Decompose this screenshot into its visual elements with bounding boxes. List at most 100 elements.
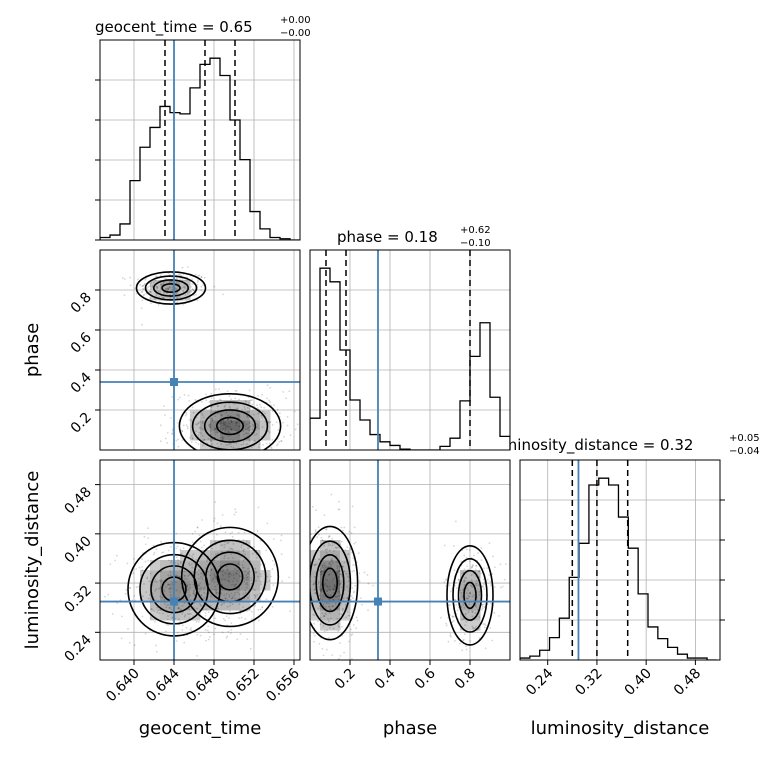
sample-point-geocent-time-phase <box>217 426 220 429</box>
sample-point-geocent-time-luminosity-distance <box>215 592 218 594</box>
sample-point-phase-luminosity-distance <box>461 595 463 597</box>
sample-point-phase-luminosity-distance <box>449 590 452 593</box>
sample-point-phase-luminosity-distance <box>321 564 324 567</box>
sample-point-geocent-time-luminosity-distance <box>245 610 248 613</box>
sample-point-geocent-time-luminosity-distance <box>190 563 193 566</box>
sample-point-phase-luminosity-distance <box>326 629 328 632</box>
sample-point-phase-luminosity-distance <box>461 666 463 668</box>
sample-point-geocent-time-phase <box>198 421 201 423</box>
sample-point-geocent-time-phase <box>154 279 157 282</box>
sample-point-geocent-time-phase <box>156 285 159 288</box>
sample-point-phase-luminosity-distance <box>305 540 307 542</box>
sample-point-geocent-time-phase <box>228 422 231 425</box>
sample-point-geocent-time-luminosity-distance <box>228 594 231 596</box>
density-cell-phase-luminosity-distance <box>470 610 481 621</box>
sample-point-phase-luminosity-distance <box>350 532 353 535</box>
density-cell-geocent-time-phase <box>200 410 211 421</box>
sample-point-geocent-time-phase <box>262 443 264 446</box>
sample-point-geocent-time-phase <box>171 288 174 291</box>
sample-point-phase-luminosity-distance <box>449 634 452 637</box>
sample-point-geocent-time-phase <box>245 400 248 403</box>
sample-point-geocent-time-luminosity-distance <box>214 540 216 543</box>
sample-point-phase-luminosity-distance <box>467 594 470 597</box>
sample-point-geocent-time-phase <box>185 413 188 416</box>
sample-point-geocent-time-luminosity-distance <box>154 620 156 623</box>
sample-point-geocent-time-phase <box>182 286 185 289</box>
sample-point-geocent-time-luminosity-distance <box>228 581 231 583</box>
sample-point-geocent-time-luminosity-distance <box>239 612 242 615</box>
density-cell-geocent-time-luminosity-distance <box>210 570 221 581</box>
sample-point-geocent-time-luminosity-distance <box>161 596 164 599</box>
sample-point-geocent-time-luminosity-distance <box>184 577 186 580</box>
sample-point-phase-luminosity-distance <box>356 619 359 622</box>
xtick-label-luminosity-distance-3: 0.48 <box>671 666 704 699</box>
density-cell-phase-luminosity-distance <box>460 610 471 621</box>
sample-point-geocent-time-phase <box>226 452 228 454</box>
sample-point-geocent-time-phase <box>210 440 212 443</box>
density-cell-geocent-time-phase <box>210 410 221 421</box>
sample-point-geocent-time-luminosity-distance <box>238 617 241 619</box>
sample-point-geocent-time-phase <box>197 443 200 445</box>
sample-point-geocent-time-luminosity-distance <box>244 618 247 620</box>
density-cell-phase-luminosity-distance <box>470 620 481 631</box>
sample-point-geocent-time-luminosity-distance <box>243 531 246 534</box>
sample-point-phase-luminosity-distance <box>340 573 343 576</box>
sample-point-geocent-time-luminosity-distance <box>194 530 197 533</box>
density-cell-geocent-time-phase <box>230 430 241 441</box>
xtick-label-phase-0: 0.2 <box>332 666 359 693</box>
sample-point-phase-luminosity-distance <box>302 546 304 548</box>
sample-point-geocent-time-phase <box>217 409 220 412</box>
density-cell-phase-luminosity-distance <box>330 540 341 551</box>
sample-point-geocent-time-luminosity-distance <box>136 585 139 588</box>
sample-point-geocent-time-phase <box>266 397 268 400</box>
sample-point-geocent-time-luminosity-distance <box>188 617 191 620</box>
sample-point-geocent-time-luminosity-distance <box>155 548 158 551</box>
sample-point-geocent-time-phase <box>282 421 284 424</box>
ytick-label-luminosity-distance-3: 0.48 <box>61 484 94 517</box>
density-cell-geocent-time-luminosity-distance <box>190 590 201 601</box>
density-cell-geocent-time-phase <box>250 440 261 450</box>
panel-frame-phase-luminosity-distance <box>309 459 511 661</box>
sample-point-geocent-time-phase <box>178 283 180 286</box>
sample-point-phase-luminosity-distance <box>443 544 446 547</box>
sample-point-geocent-time-phase <box>251 428 254 431</box>
sample-point-geocent-time-luminosity-distance <box>259 573 262 575</box>
sample-point-geocent-time-luminosity-distance <box>242 559 245 562</box>
sample-point-geocent-time-luminosity-distance <box>235 572 238 575</box>
sample-point-geocent-time-luminosity-distance <box>271 605 274 608</box>
sample-point-geocent-time-phase <box>276 408 279 411</box>
sample-point-phase-luminosity-distance <box>307 540 309 542</box>
sample-point-phase-luminosity-distance <box>466 597 469 600</box>
sample-point-geocent-time-phase <box>154 298 157 300</box>
sample-point-geocent-time-phase <box>190 285 192 288</box>
density-cell-geocent-time-luminosity-distance <box>200 600 211 611</box>
sample-point-geocent-time-phase <box>236 408 239 411</box>
sample-point-geocent-time-luminosity-distance <box>243 566 245 569</box>
sample-point-geocent-time-phase <box>150 282 152 284</box>
sample-point-geocent-time-luminosity-distance <box>188 613 191 615</box>
sample-point-phase-luminosity-distance <box>327 566 329 568</box>
sample-point-geocent-time-phase <box>177 438 179 441</box>
sample-point-geocent-time-phase <box>215 430 218 433</box>
density-cell-geocent-time-luminosity-distance <box>250 560 261 571</box>
density-cell-geocent-time-phase <box>240 430 251 441</box>
sample-point-phase-luminosity-distance <box>327 593 329 596</box>
sample-point-geocent-time-phase <box>164 278 166 280</box>
sample-point-geocent-time-phase <box>197 422 200 425</box>
sample-point-geocent-time-phase <box>201 420 204 423</box>
xtick-label-luminosity-distance-1: 0.32 <box>572 666 605 699</box>
sample-point-geocent-time-luminosity-distance <box>254 589 256 591</box>
sample-point-phase-luminosity-distance <box>311 505 314 508</box>
sample-point-phase-luminosity-distance <box>467 611 470 614</box>
sample-point-geocent-time-phase <box>229 415 232 418</box>
sample-point-geocent-time-luminosity-distance <box>227 568 229 571</box>
sample-point-geocent-time-luminosity-distance <box>183 615 186 618</box>
sample-point-geocent-time-luminosity-distance <box>197 573 200 576</box>
sample-point-geocent-time-phase <box>181 266 184 269</box>
sample-point-geocent-time-phase <box>251 399 253 401</box>
sample-point-geocent-time-phase <box>258 443 261 446</box>
sample-point-geocent-time-phase <box>201 412 203 415</box>
sample-point-geocent-time-luminosity-distance <box>143 535 146 538</box>
sample-point-geocent-time-phase <box>145 292 148 295</box>
sample-point-geocent-time-phase <box>286 424 289 427</box>
